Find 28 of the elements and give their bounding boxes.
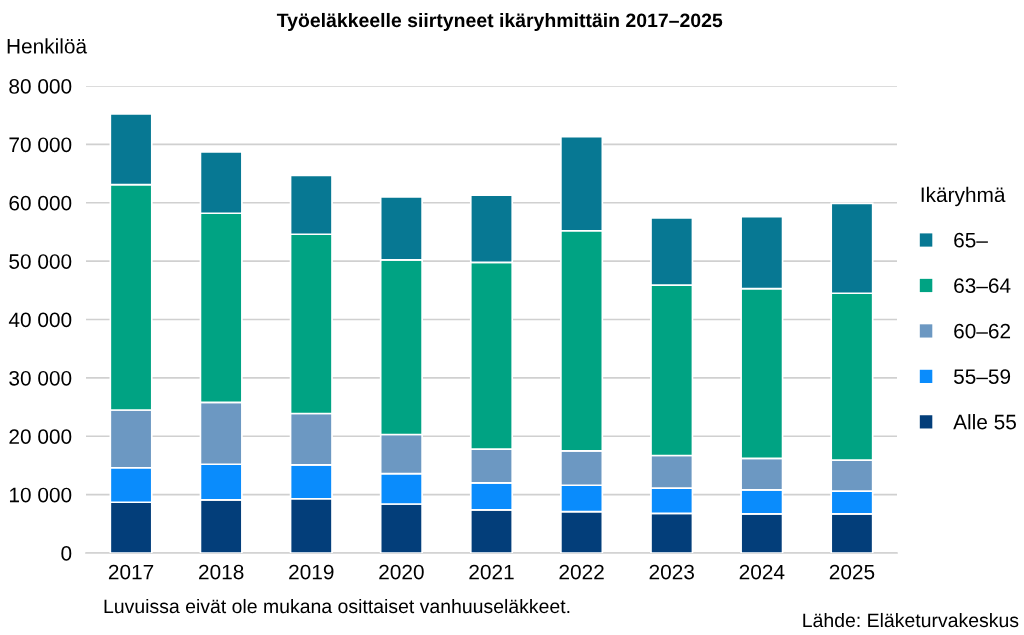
y-tick-label: 60 000 [9, 195, 72, 211]
legend-label: Alle 55 [953, 414, 1016, 430]
y-tick-label: 0 [61, 546, 72, 561]
y-tick-label: 30 000 [9, 370, 72, 386]
y-tick-label: 70 000 [9, 137, 72, 153]
legend-label: 60–62 [954, 323, 1011, 339]
legend-label: 55–59 [953, 369, 1011, 384]
x-tick-label: 2025 [829, 564, 875, 580]
x-tick-label: 2024 [739, 564, 785, 580]
y-tick-label: 10 000 [9, 487, 72, 503]
x-tick-label: 2019 [289, 564, 334, 580]
legend-label: 63–64 [954, 278, 1011, 294]
y-tick-label: 50 000 [9, 254, 72, 269]
x-tick-label: 2022 [559, 564, 604, 580]
y-tick-label: 40 000 [8, 312, 72, 328]
x-tick-label: 2018 [199, 564, 244, 580]
legend-label: 65– [954, 232, 988, 248]
x-tick-label: 2021 [469, 564, 514, 580]
chart-title: Työeläkkeelle siirtyneet ikäryhmittäin 2017–2025 [276, 12, 723, 32]
x-tick-label: 2017 [108, 564, 154, 580]
text: Lähde: Eläketurvakeskus [803, 612, 1019, 628]
y-tick-label: 20 000 [9, 429, 72, 444]
legend-title: Ikäryhmä [921, 186, 1006, 207]
y-axis-title: Henkilöä [7, 38, 88, 54]
x-tick-label: 2023 [649, 564, 694, 580]
x-tick-label: 2020 [379, 564, 424, 580]
y-tick-label: 80 000 [9, 79, 72, 94]
text: Luvuissa eivät ole mukana osittaiset vanhuuseläkkeet. [104, 598, 570, 614]
